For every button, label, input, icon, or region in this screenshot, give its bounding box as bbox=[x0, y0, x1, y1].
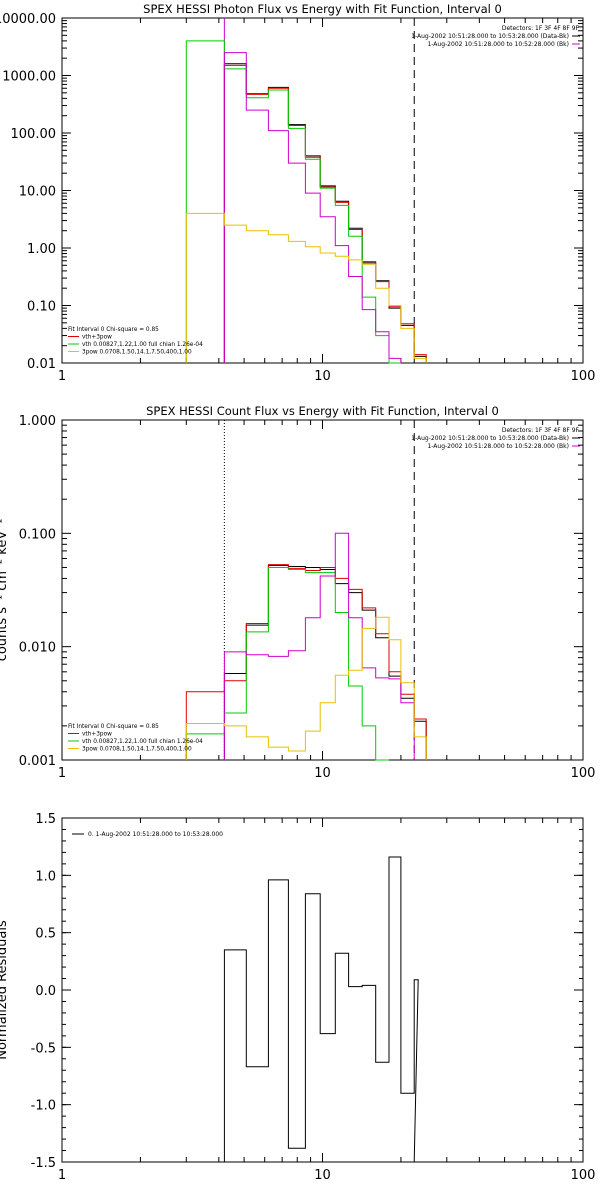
y-tick-label: 0.010 bbox=[19, 641, 56, 656]
fit-line: vth+3pow bbox=[82, 732, 112, 738]
x-tick-label: 100 bbox=[571, 1168, 596, 1183]
y-tick-label: 0.001 bbox=[19, 754, 56, 769]
x-tick-label: 1 bbox=[58, 1168, 66, 1183]
y-tick-label: 0.01 bbox=[27, 357, 56, 372]
plot-frame bbox=[61, 17, 584, 364]
x-tick-label: 1 bbox=[58, 766, 66, 781]
residual-series bbox=[223, 856, 419, 1163]
fit-line: 3pow 0.0708,1.50,14.1,7.50,400,1.00 bbox=[82, 747, 192, 753]
y-axis-label: Normalized Residuals bbox=[0, 920, 10, 1060]
x-tick-label: 10 bbox=[314, 766, 331, 781]
series-line-5 bbox=[185, 616, 427, 760]
fit-line: vth 0.00827,1.22,1.00 full chian 1.26e-0… bbox=[82, 739, 203, 745]
chart-panel-1: SPEX HESSI Photon Flux vs Energy with Fi… bbox=[0, 2, 595, 384]
x-tick-label: 1 bbox=[58, 369, 66, 384]
info-line: Detectors: 1F 3F 4F 8F 9F bbox=[502, 427, 580, 434]
series-line-4 bbox=[223, 52, 402, 363]
plot-frame bbox=[61, 419, 584, 761]
series-line-3 bbox=[185, 567, 389, 761]
series-line-1 bbox=[223, 63, 427, 363]
info-line: 1-Aug-2002 10:51:28.000 to 10:52:28.000 … bbox=[427, 41, 569, 48]
x-tick-label: 10 bbox=[314, 369, 331, 384]
info-line: 1-Aug-2002 10:51:28.000 to 10:53:28.000 … bbox=[411, 33, 569, 40]
y-tick-label: -1.5 bbox=[31, 1156, 56, 1171]
y-tick-label: -0.5 bbox=[31, 1041, 56, 1056]
y-tick-label: 0.5 bbox=[35, 927, 56, 942]
y-tick-label: 1.00 bbox=[27, 242, 56, 257]
y-tick-label: 1.000 bbox=[19, 414, 56, 429]
y-tick-label: 10000.00 bbox=[0, 12, 56, 27]
y-tick-label: 0.100 bbox=[19, 527, 56, 542]
y-tick-label: 1.0 bbox=[35, 869, 56, 884]
fit-line: vth+3pow bbox=[82, 335, 112, 341]
y-tick-label: -1.0 bbox=[31, 1099, 56, 1114]
fit-line: Fit Interval 0 Chi-square = 0.85 bbox=[68, 327, 159, 333]
y-tick-label: 0.10 bbox=[27, 300, 56, 315]
info-line: 1-Aug-2002 10:51:28.000 to 10:53:28.000 … bbox=[411, 435, 569, 442]
y-tick-label: 10.00 bbox=[19, 185, 56, 200]
y-axis-label: counts s⁻¹ cm⁻² keV⁻¹ bbox=[0, 519, 10, 662]
info-line: Detectors: 1F 3F 4F 8F 9F bbox=[502, 25, 580, 32]
y-tick-label: 100.00 bbox=[11, 127, 57, 142]
x-tick-label: 100 bbox=[571, 766, 596, 781]
y-tick-label: 1.5 bbox=[35, 812, 56, 827]
x-tick-label: 10 bbox=[314, 1168, 331, 1183]
fit-line: Fit Interval 0 Chi-square = 0.85 bbox=[68, 724, 159, 730]
series-line-5 bbox=[185, 212, 427, 363]
chart-panel-3: Normalized Residuals 1 10 100 -1.5 -1.0 -0.5 0.… bbox=[0, 812, 595, 1183]
x-tick-label: 100 bbox=[571, 369, 596, 384]
chart-panel-2: SPEX HESSI Count Flux vs Energy with Fit… bbox=[0, 404, 595, 781]
fit-line: 3pow 0.0708,1.50,14.1,7.50,400,1.00 bbox=[82, 350, 192, 356]
chart-title: SPEX HESSI Photon Flux vs Energy with Fi… bbox=[143, 2, 502, 16]
series-line-4 bbox=[223, 532, 415, 760]
info-line: 1-Aug-2002 10:51:28.000 to 10:52:28.000 … bbox=[427, 443, 569, 450]
series-line-1 bbox=[223, 565, 427, 760]
legend-entry: 0. 1-Aug-2002 10:51:28.000 to 10:53:28.0… bbox=[88, 831, 223, 838]
y-tick-label: 0.0 bbox=[35, 984, 56, 999]
fit-line: vth 0.00827,1.22,1.00 full chian 1.26e-0… bbox=[82, 342, 203, 348]
series-line-3 bbox=[185, 40, 401, 364]
y-tick-label: 1000.00 bbox=[2, 70, 56, 85]
plot-frame bbox=[61, 817, 584, 1163]
chart-title: SPEX HESSI Count Flux vs Energy with Fit… bbox=[146, 404, 499, 418]
